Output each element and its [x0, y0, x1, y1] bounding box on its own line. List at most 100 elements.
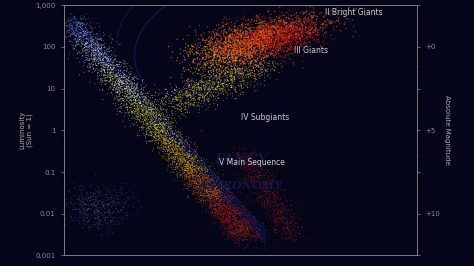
Point — [255, 29, 262, 34]
Point — [239, 49, 246, 53]
Point — [268, 19, 276, 23]
Point — [189, 176, 196, 181]
Point — [256, 199, 264, 203]
Point — [228, 53, 235, 58]
Point — [223, 193, 231, 197]
Point — [215, 189, 223, 193]
Point — [235, 83, 242, 88]
Point — [264, 189, 271, 193]
Point — [245, 41, 253, 45]
Point — [261, 39, 268, 43]
Point — [168, 126, 175, 130]
Point — [285, 35, 292, 39]
Point — [208, 205, 216, 209]
Point — [248, 168, 255, 172]
Point — [225, 221, 232, 225]
Point — [93, 46, 101, 50]
Point — [240, 43, 247, 47]
Point — [218, 211, 225, 215]
Point — [210, 36, 217, 40]
Point — [288, 36, 296, 40]
Point — [241, 208, 248, 212]
Point — [143, 121, 151, 125]
Point — [158, 142, 165, 146]
Point — [246, 73, 254, 77]
Point — [270, 45, 277, 50]
Point — [197, 182, 204, 186]
Point — [249, 28, 257, 32]
Point — [207, 43, 214, 47]
Point — [115, 81, 122, 86]
Point — [225, 215, 232, 219]
Point — [146, 111, 154, 115]
Point — [236, 236, 244, 241]
Point — [217, 217, 224, 221]
Point — [217, 217, 224, 222]
Point — [241, 14, 248, 19]
Point — [280, 22, 288, 26]
Point — [240, 237, 248, 242]
Point — [160, 141, 167, 146]
Point — [135, 112, 142, 117]
Point — [210, 208, 217, 212]
Point — [168, 101, 175, 105]
Point — [161, 141, 168, 145]
Point — [159, 95, 166, 99]
Point — [155, 128, 163, 132]
Point — [140, 97, 148, 101]
Point — [214, 214, 221, 218]
Point — [270, 53, 277, 58]
Point — [146, 107, 154, 111]
Point — [92, 198, 100, 202]
Point — [179, 160, 186, 165]
Point — [224, 205, 232, 209]
Point — [196, 186, 204, 191]
Point — [252, 51, 259, 55]
Point — [275, 36, 283, 41]
Point — [290, 46, 297, 50]
Point — [252, 42, 259, 46]
Point — [126, 110, 133, 114]
Point — [183, 173, 191, 177]
Point — [85, 63, 93, 67]
Point — [212, 189, 219, 193]
Point — [329, 19, 337, 23]
Point — [222, 218, 230, 222]
Point — [274, 35, 282, 39]
Point — [247, 49, 255, 53]
Point — [211, 214, 219, 218]
Point — [210, 83, 218, 87]
Point — [187, 94, 195, 98]
Point — [231, 40, 238, 44]
Point — [79, 54, 87, 58]
Point — [272, 35, 279, 39]
Point — [176, 141, 183, 145]
Point — [127, 98, 135, 102]
Point — [147, 128, 155, 132]
Point — [298, 48, 306, 52]
Point — [198, 180, 206, 184]
Point — [261, 49, 269, 53]
Point — [225, 206, 232, 210]
Point — [97, 54, 104, 58]
Point — [172, 94, 179, 98]
Point — [299, 35, 306, 39]
Point — [180, 169, 188, 173]
Point — [91, 216, 99, 221]
Point — [230, 28, 238, 33]
Point — [309, 30, 317, 35]
Point — [186, 91, 194, 95]
Point — [241, 40, 248, 44]
Point — [219, 31, 227, 36]
Point — [235, 72, 242, 76]
Point — [232, 225, 240, 229]
Point — [220, 43, 228, 47]
Point — [245, 167, 252, 171]
Point — [243, 179, 251, 183]
Point — [76, 215, 83, 220]
Point — [261, 31, 268, 35]
Point — [255, 65, 262, 69]
Point — [226, 210, 234, 215]
Point — [283, 205, 290, 209]
Point — [182, 164, 190, 168]
